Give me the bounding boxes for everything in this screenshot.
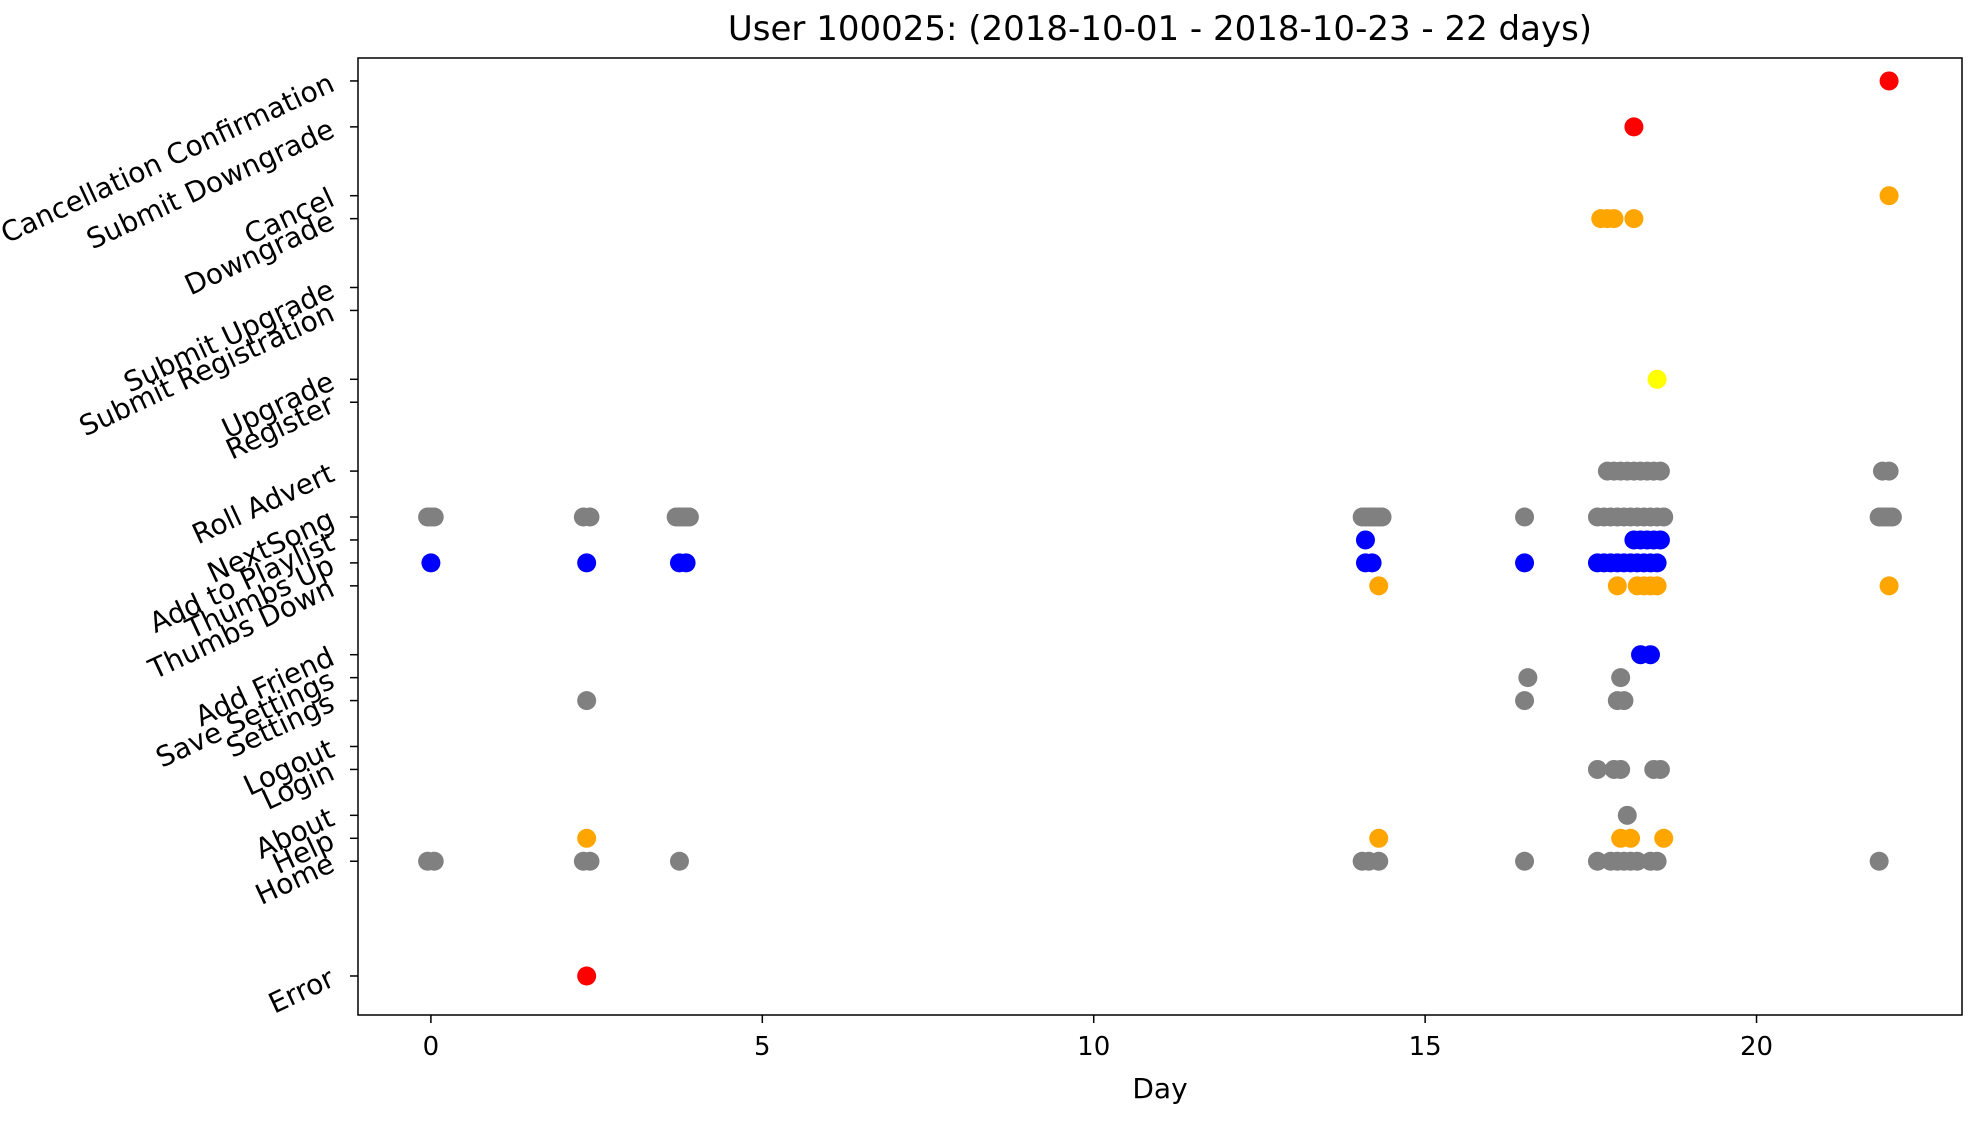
data-point — [1627, 851, 1647, 871]
data-point — [1587, 851, 1607, 871]
data-point — [577, 966, 597, 986]
data-point — [1604, 209, 1624, 229]
data-point — [1879, 186, 1899, 206]
data-point — [1624, 209, 1644, 229]
data-points — [418, 71, 1902, 986]
data-point — [1647, 369, 1667, 389]
data-point — [1617, 805, 1637, 825]
data-point — [1587, 759, 1607, 779]
data-point — [1882, 507, 1902, 527]
data-point — [424, 851, 444, 871]
data-point — [1879, 576, 1899, 596]
data-point — [577, 691, 597, 711]
x-tick-label: 10 — [1077, 1032, 1110, 1062]
data-point — [669, 851, 689, 871]
data-point — [676, 553, 696, 573]
data-point — [1650, 461, 1670, 481]
x-tick-label: 20 — [1740, 1032, 1773, 1062]
data-point — [424, 507, 444, 527]
data-point — [1362, 553, 1382, 573]
y-tick-label: Error — [263, 961, 339, 1020]
data-point — [1654, 828, 1674, 848]
data-point — [1369, 576, 1389, 596]
data-point — [1879, 71, 1899, 91]
data-point — [1879, 461, 1899, 481]
data-point — [1515, 851, 1535, 871]
data-point — [1372, 507, 1392, 527]
data-point — [1355, 530, 1375, 550]
x-tick-label: 15 — [1409, 1032, 1442, 1062]
plot-area — [357, 57, 1963, 1016]
data-point — [1647, 553, 1667, 573]
data-point — [580, 507, 600, 527]
data-point — [1647, 851, 1667, 871]
data-point — [1650, 530, 1670, 550]
data-point — [1614, 691, 1634, 711]
x-tick-label: 5 — [754, 1032, 771, 1062]
data-point — [1518, 668, 1538, 688]
data-point — [1611, 759, 1631, 779]
data-point — [1515, 507, 1535, 527]
data-point — [1515, 691, 1535, 711]
data-point — [1640, 645, 1660, 665]
data-point — [679, 507, 699, 527]
x-tick-label: 0 — [423, 1032, 440, 1062]
data-point — [1369, 828, 1389, 848]
data-point — [580, 851, 600, 871]
chart-title: User 100025: (2018-10-01 - 2018-10-23 - … — [728, 9, 1592, 49]
data-point — [1650, 759, 1670, 779]
data-point — [421, 553, 441, 573]
x-axis: 0 5 10 15 20 — [423, 1015, 1773, 1062]
data-point — [1647, 576, 1667, 596]
data-point — [1624, 117, 1644, 137]
x-axis-label: Day — [1132, 1072, 1187, 1105]
data-point — [1654, 507, 1674, 527]
data-point — [577, 828, 597, 848]
data-point — [577, 553, 597, 573]
data-point — [1607, 576, 1627, 596]
data-point — [1869, 851, 1889, 871]
data-point — [1369, 851, 1389, 871]
data-point — [1515, 553, 1535, 573]
data-point — [1611, 668, 1631, 688]
data-point — [1621, 828, 1641, 848]
